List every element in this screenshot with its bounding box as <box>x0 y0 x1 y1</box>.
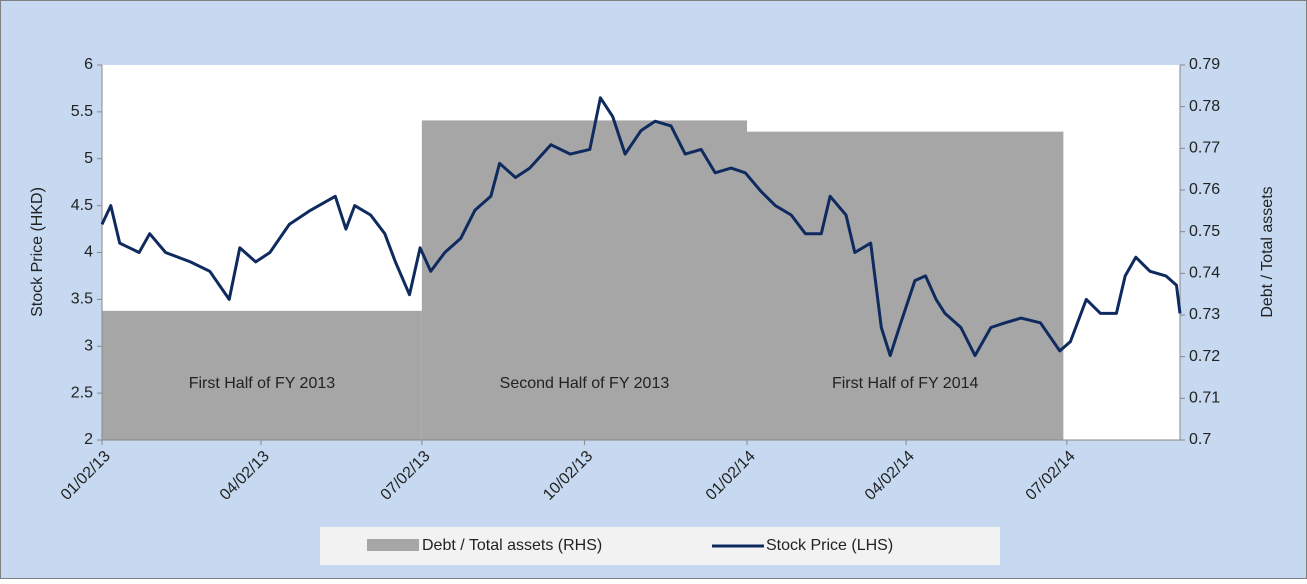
y-tick-label: 6 <box>84 56 93 73</box>
y-tick-label: 4.5 <box>71 197 93 214</box>
y-tick-label: 4 <box>84 244 93 261</box>
legend <box>320 527 1000 565</box>
legend-swatch <box>367 539 419 551</box>
debt-bar <box>102 310 422 440</box>
legend-label: Debt / Total assets (RHS) <box>422 537 602 554</box>
y-tick-label: 2.5 <box>71 384 93 401</box>
y2-tick-label: 0.77 <box>1189 140 1220 157</box>
y-tick-label: 5.5 <box>71 103 93 120</box>
y2-tick-label: 0.75 <box>1189 223 1220 240</box>
y2-tick-label: 0.71 <box>1189 390 1220 407</box>
y-tick-label: 3.5 <box>71 291 93 308</box>
y2-tick-label: 0.7 <box>1189 431 1211 448</box>
y2-tick-label: 0.73 <box>1189 306 1220 323</box>
y2-tick-label: 0.72 <box>1189 348 1220 365</box>
period-label: First Half of FY 2013 <box>189 375 336 392</box>
y2-tick-label: 0.79 <box>1189 56 1220 73</box>
y-tick-label: 3 <box>84 337 93 354</box>
debt-bar <box>747 131 1064 440</box>
y-tick-label: 5 <box>84 150 93 167</box>
y2-tick-label: 0.76 <box>1189 181 1220 198</box>
y2-tick-label: 0.78 <box>1189 98 1220 115</box>
period-label: First Half of FY 2014 <box>832 375 979 392</box>
debt-bar <box>421 120 748 441</box>
y-axis-label: Stock Price (HKD) <box>29 187 46 317</box>
period-label: Second Half of FY 2013 <box>500 375 670 392</box>
legend-label: Stock Price (LHS) <box>766 537 893 554</box>
y2-axis-label: Debt / Total assets <box>1259 186 1276 317</box>
stock-line <box>100 96 1182 358</box>
y-tick-label: 2 <box>84 431 93 448</box>
y2-tick-label: 0.74 <box>1189 265 1220 282</box>
